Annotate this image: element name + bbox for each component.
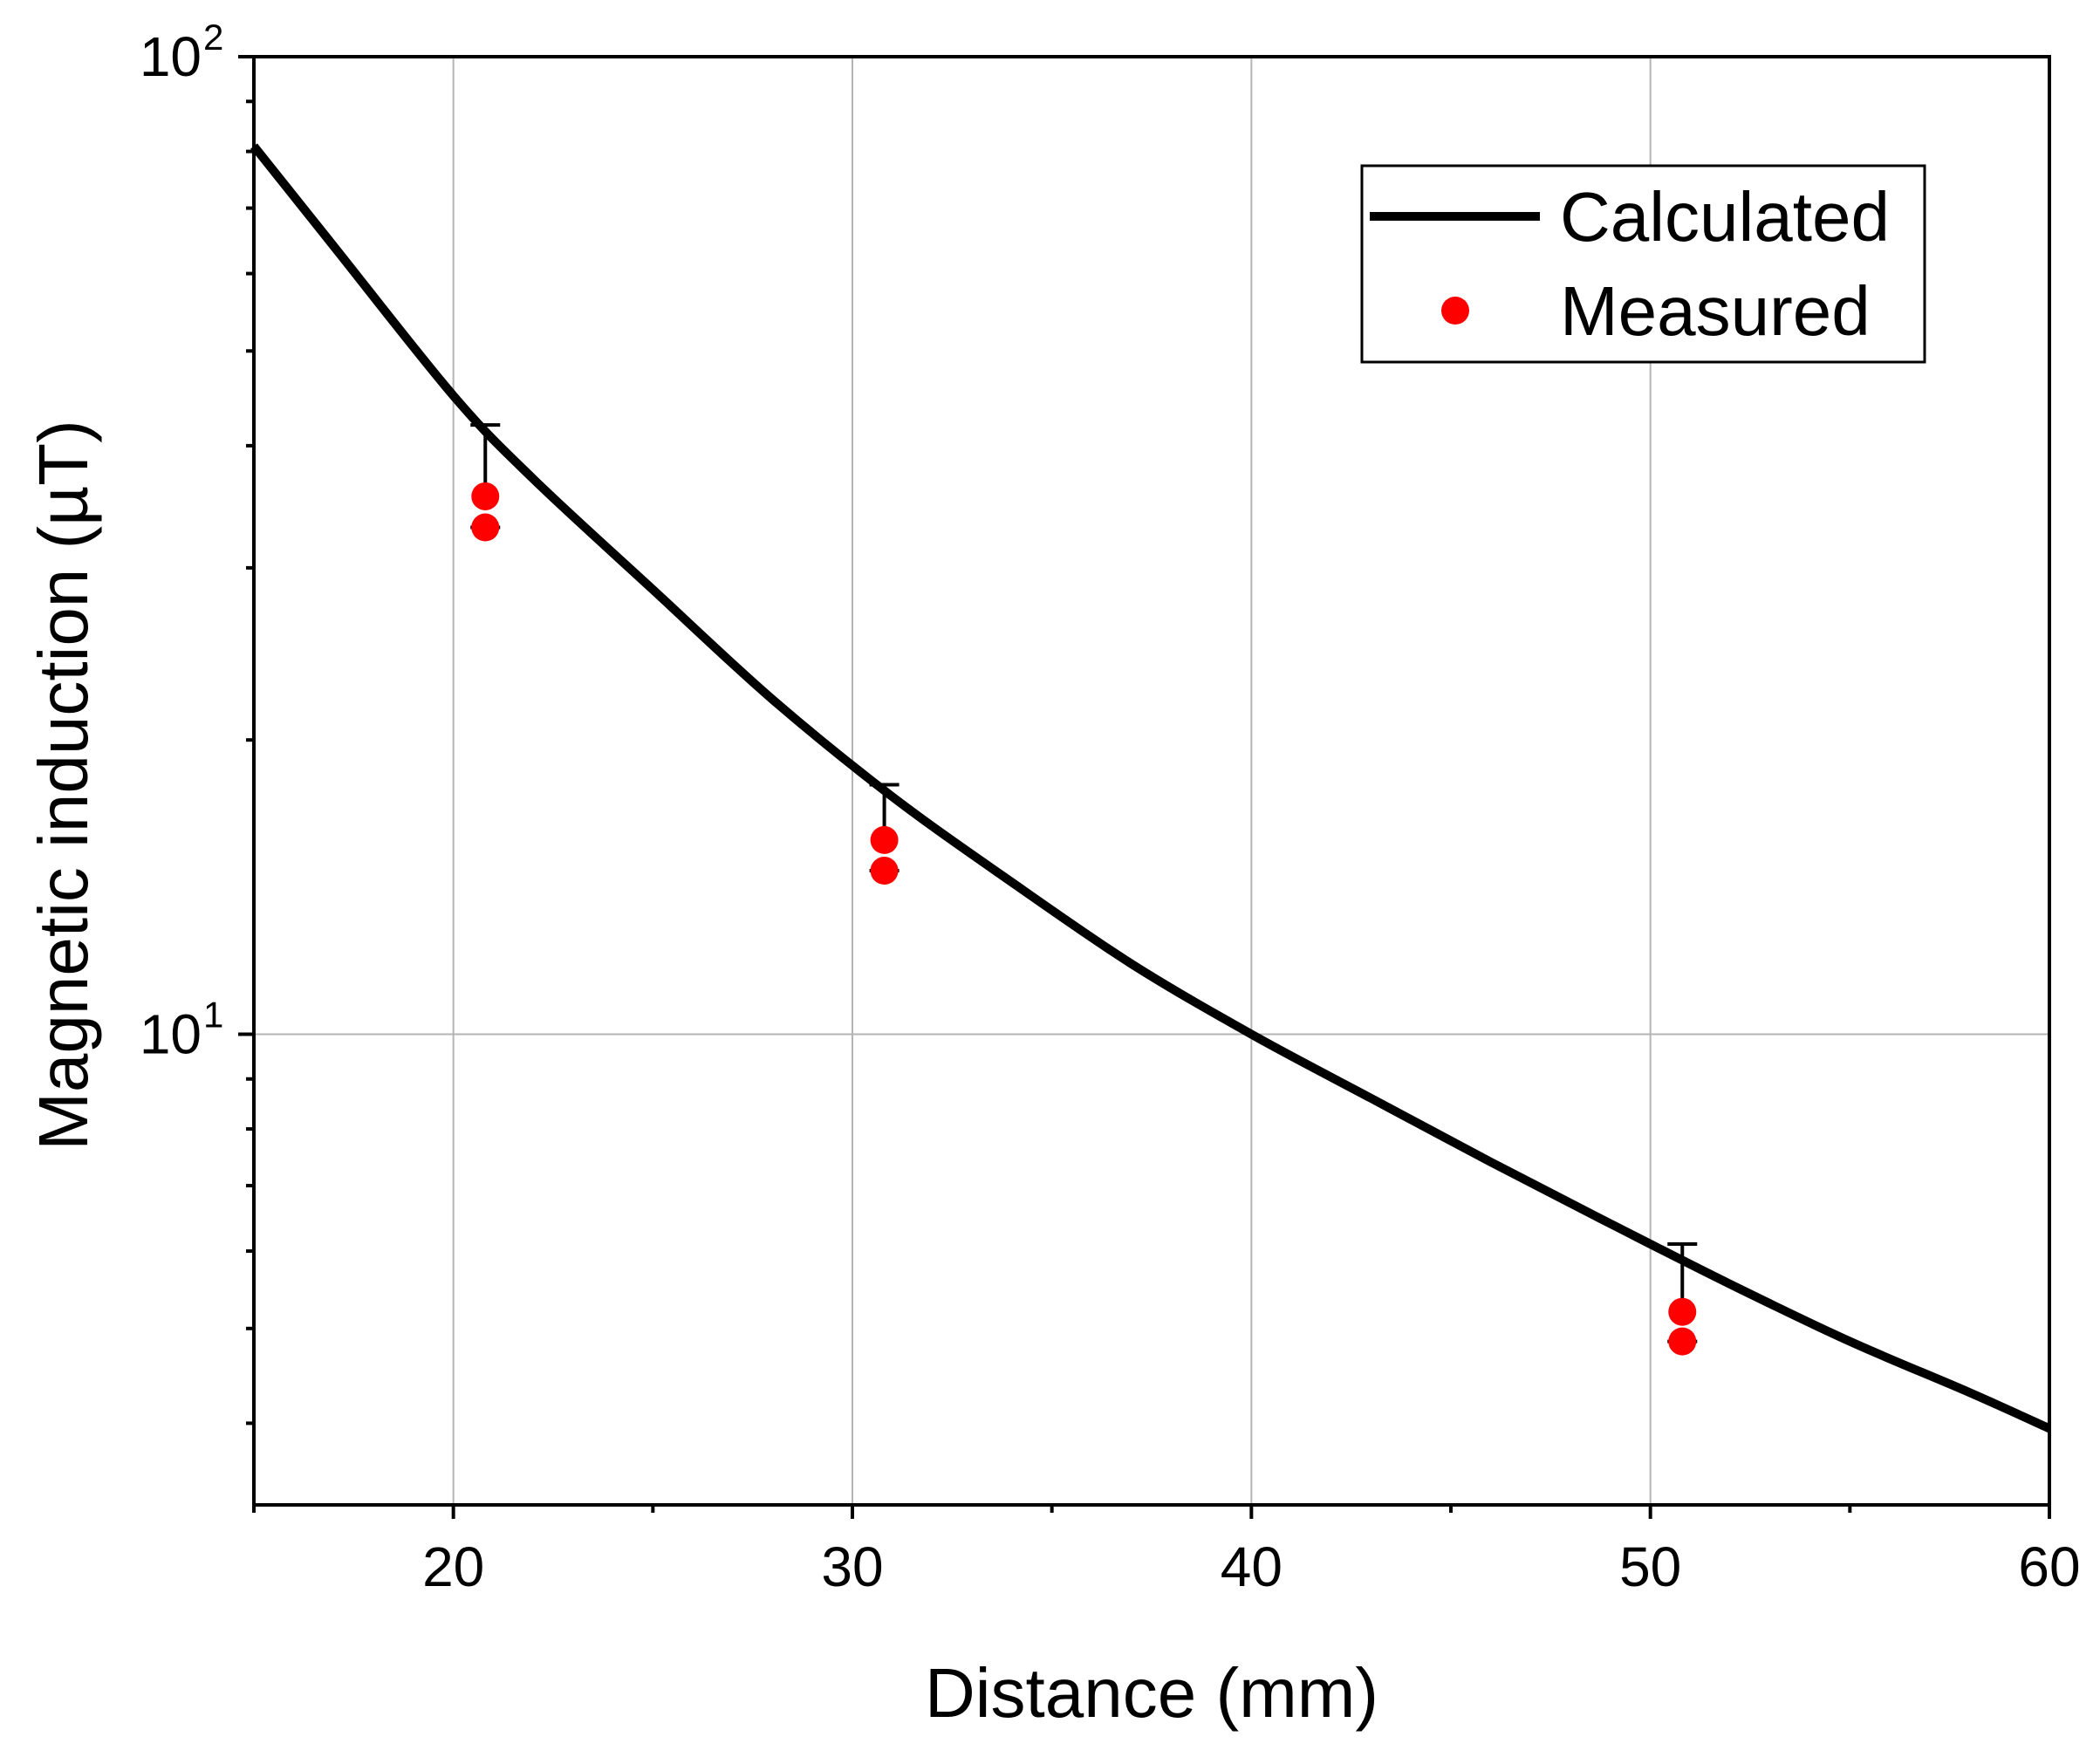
legend-measured-marker: [1441, 297, 1469, 325]
calculated-series: [250, 143, 2052, 1433]
x-tick-label: 40: [1221, 1535, 1283, 1598]
y-tick-label: 10: [140, 1002, 202, 1065]
y-tick-label: 10: [140, 25, 202, 88]
legend: Calculated Measured: [1360, 164, 1926, 364]
measured-point: [870, 825, 899, 854]
x-tick-label: 20: [422, 1535, 484, 1598]
y-axis-title: Magnetic induction (µT): [24, 420, 102, 1151]
x-tick-labels: 20 30 40 50 60: [422, 1535, 2081, 1598]
x-tick-label: 30: [821, 1535, 883, 1598]
x-axis-title: Distance (mm): [925, 1654, 1378, 1732]
legend-measured-label: Measured: [1560, 272, 1871, 350]
x-tick-label: 60: [2018, 1535, 2080, 1598]
measured-point: [870, 857, 899, 885]
legend-box: [1360, 164, 1926, 364]
y-tick-exponent: 2: [203, 17, 223, 58]
measured-point: [471, 513, 500, 542]
measured-series: [471, 482, 1697, 1356]
plot-frame: [252, 55, 2051, 1507]
measured-point: [1668, 1327, 1697, 1356]
measured-point: [1668, 1297, 1697, 1326]
calculated-line: [250, 143, 2052, 1433]
y-tick-exponent: 1: [203, 994, 223, 1035]
axis-ticks: [238, 55, 2051, 1519]
x-tick-label: 50: [1619, 1535, 1681, 1598]
measured-point: [471, 482, 500, 510]
legend-calculated-label: Calculated: [1560, 178, 1890, 256]
